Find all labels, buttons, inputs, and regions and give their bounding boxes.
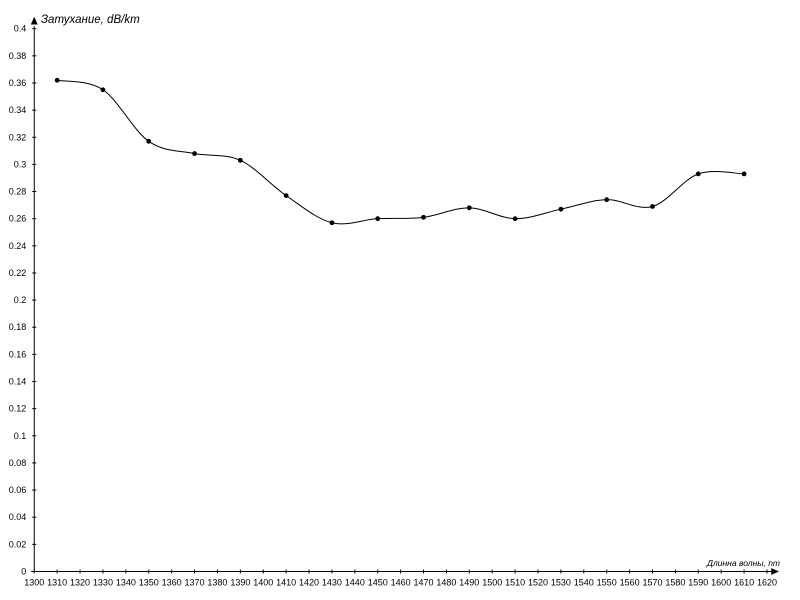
svg-text:1560: 1560 <box>620 578 640 588</box>
svg-text:1400: 1400 <box>253 578 273 588</box>
svg-text:1310: 1310 <box>47 578 67 588</box>
svg-text:0.1: 0.1 <box>14 431 27 441</box>
svg-text:0.12: 0.12 <box>9 404 27 414</box>
svg-text:0.3: 0.3 <box>14 159 27 169</box>
svg-text:1330: 1330 <box>93 578 113 588</box>
svg-text:1430: 1430 <box>322 578 342 588</box>
svg-text:1580: 1580 <box>665 578 685 588</box>
svg-text:0.16: 0.16 <box>9 349 27 359</box>
svg-text:0.22: 0.22 <box>9 268 27 278</box>
svg-text:1380: 1380 <box>207 578 227 588</box>
svg-text:1370: 1370 <box>185 578 205 588</box>
svg-text:1390: 1390 <box>230 578 250 588</box>
svg-text:1550: 1550 <box>597 578 617 588</box>
svg-text:0.04: 0.04 <box>9 512 27 522</box>
svg-text:1360: 1360 <box>162 578 182 588</box>
svg-text:0: 0 <box>21 567 26 577</box>
svg-text:1510: 1510 <box>505 578 525 588</box>
svg-text:1440: 1440 <box>345 578 365 588</box>
svg-text:1610: 1610 <box>734 578 754 588</box>
svg-text:0.38: 0.38 <box>9 51 27 61</box>
svg-text:1520: 1520 <box>528 578 548 588</box>
svg-text:0.24: 0.24 <box>9 241 27 251</box>
svg-text:1460: 1460 <box>391 578 411 588</box>
svg-text:1590: 1590 <box>688 578 708 588</box>
svg-text:1600: 1600 <box>711 578 731 588</box>
svg-text:1420: 1420 <box>299 578 319 588</box>
svg-text:1490: 1490 <box>459 578 479 588</box>
svg-text:0.4: 0.4 <box>14 24 27 34</box>
svg-text:0.32: 0.32 <box>9 132 27 142</box>
svg-text:0.18: 0.18 <box>9 322 27 332</box>
svg-text:0.02: 0.02 <box>9 539 27 549</box>
svg-text:Затухание, dB/km: Затухание, dB/km <box>41 14 140 26</box>
svg-text:Длинна волны, nm: Длинна волны, nm <box>706 558 780 568</box>
svg-text:1500: 1500 <box>482 578 502 588</box>
svg-text:0.36: 0.36 <box>9 78 27 88</box>
svg-text:1340: 1340 <box>116 578 136 588</box>
svg-text:1530: 1530 <box>551 578 571 588</box>
svg-text:0.34: 0.34 <box>9 105 27 115</box>
svg-text:1540: 1540 <box>574 578 594 588</box>
svg-text:1450: 1450 <box>368 578 388 588</box>
svg-text:1350: 1350 <box>139 578 159 588</box>
svg-text:0.26: 0.26 <box>9 214 27 224</box>
svg-text:1410: 1410 <box>276 578 296 588</box>
svg-text:1300: 1300 <box>24 578 44 588</box>
svg-text:1320: 1320 <box>70 578 90 588</box>
svg-text:0.06: 0.06 <box>9 485 27 495</box>
svg-text:1620: 1620 <box>757 578 777 588</box>
svg-text:1470: 1470 <box>414 578 434 588</box>
svg-text:0.28: 0.28 <box>9 187 27 197</box>
svg-text:0.2: 0.2 <box>14 295 27 305</box>
svg-text:1570: 1570 <box>642 578 662 588</box>
svg-text:0.08: 0.08 <box>9 458 27 468</box>
svg-text:0.14: 0.14 <box>9 377 27 387</box>
svg-text:1480: 1480 <box>436 578 456 588</box>
